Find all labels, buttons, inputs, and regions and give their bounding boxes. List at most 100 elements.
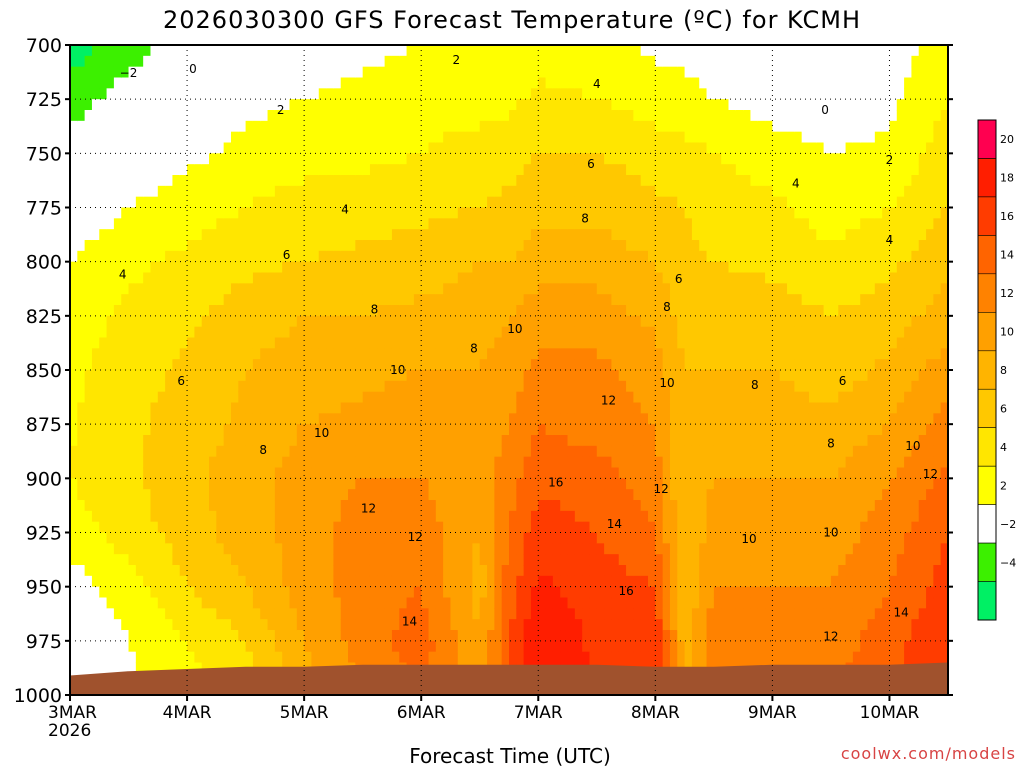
heatmap-cell	[560, 435, 569, 447]
heatmap-cell	[545, 359, 554, 371]
heatmap-cell	[487, 575, 495, 588]
heatmap-cell	[223, 164, 232, 176]
heatmap-cell	[435, 608, 444, 620]
heatmap-cell	[421, 586, 430, 599]
heatmap-cell	[450, 608, 459, 620]
heatmap-cell	[648, 207, 656, 219]
heatmap-cell	[479, 619, 488, 631]
heatmap-cell	[472, 489, 481, 501]
heatmap-cell	[611, 294, 620, 306]
heatmap-cell	[457, 175, 466, 187]
heatmap-cell	[135, 402, 144, 414]
heatmap-cell	[172, 326, 181, 339]
heatmap-cell	[435, 250, 444, 263]
heatmap-cell	[143, 402, 152, 414]
heatmap-cell	[472, 315, 481, 328]
heatmap-cell	[143, 640, 152, 653]
heatmap-cell	[530, 619, 539, 631]
heatmap-cell	[91, 640, 100, 653]
heatmap-cell	[669, 456, 678, 469]
heatmap-cell	[91, 402, 100, 414]
heatmap-cell	[143, 77, 152, 89]
heatmap-cell	[369, 153, 378, 165]
heatmap-cell	[384, 142, 393, 154]
heatmap-cell	[223, 99, 232, 111]
heatmap-cell	[391, 500, 400, 512]
heatmap-cell	[369, 131, 378, 144]
heatmap-cell	[582, 543, 591, 555]
heatmap-cell	[538, 131, 547, 144]
heatmap-cell	[179, 142, 188, 154]
heatmap-cell	[662, 521, 671, 534]
heatmap-cell	[589, 66, 598, 79]
heatmap-cell	[318, 131, 327, 144]
heatmap-cell	[238, 424, 247, 436]
heatmap-cell	[245, 543, 254, 555]
heatmap-cell	[238, 315, 247, 328]
heatmap-cell	[340, 272, 349, 284]
heatmap-cell	[201, 185, 210, 198]
heatmap-cell	[655, 120, 664, 133]
heatmap-cell	[465, 110, 474, 122]
heatmap-cell	[165, 164, 174, 176]
heatmap-cell	[428, 218, 437, 230]
heatmap-cell	[669, 510, 678, 523]
heatmap-cell	[567, 153, 576, 165]
heatmap-cell	[333, 218, 342, 230]
heatmap-cell	[604, 88, 613, 100]
heatmap-cell	[150, 131, 159, 144]
heatmap-cell	[304, 435, 313, 447]
heatmap-cell	[465, 608, 474, 620]
heatmap-cell	[523, 532, 532, 544]
heatmap-cell	[230, 337, 239, 349]
heatmap-cell	[311, 283, 320, 295]
heatmap-cell	[377, 77, 386, 89]
heatmap-cell	[428, 370, 437, 382]
heatmap-cell	[391, 272, 400, 284]
heatmap-cell	[333, 619, 342, 631]
heatmap-cell	[509, 391, 517, 404]
heatmap-cell	[340, 66, 349, 79]
heatmap-cell	[640, 586, 649, 599]
heatmap-cell	[194, 478, 203, 490]
heatmap-cell	[165, 218, 174, 230]
heatmap-cell	[457, 413, 466, 425]
heatmap-cell	[391, 196, 400, 209]
heatmap-cell	[70, 55, 78, 68]
heatmap-cell	[465, 445, 474, 458]
heatmap-cell	[428, 294, 437, 306]
heatmap-cell	[435, 88, 444, 100]
heatmap-cell	[472, 229, 481, 241]
heatmap-cell	[113, 153, 122, 165]
heatmap-cell	[589, 597, 598, 609]
heatmap-cell	[201, 391, 210, 404]
heatmap-cell	[450, 413, 459, 425]
heatmap-cell	[304, 326, 313, 339]
heatmap-cell	[216, 370, 225, 382]
heatmap-cell	[179, 77, 188, 89]
heatmap-cell	[165, 532, 174, 544]
heatmap-cell	[216, 294, 225, 306]
heatmap-cell	[538, 608, 547, 620]
heatmap-cell	[296, 142, 305, 154]
heatmap-cell	[165, 489, 174, 501]
heatmap-cell	[421, 575, 430, 588]
heatmap-cell	[172, 456, 181, 469]
heatmap-cell	[355, 55, 364, 68]
heatmap-cell	[209, 489, 217, 501]
heatmap-cell	[604, 445, 613, 458]
heatmap-cell	[355, 77, 364, 89]
heatmap-cell	[472, 630, 481, 642]
heatmap-cell	[216, 500, 225, 512]
heatmap-cell	[296, 467, 305, 479]
heatmap-cell	[333, 532, 342, 544]
heatmap-cell	[135, 45, 144, 57]
heatmap-cell	[121, 662, 130, 674]
heatmap-cell	[296, 478, 305, 490]
heatmap-cell	[487, 175, 495, 187]
heatmap-cell	[106, 326, 115, 339]
heatmap-cell	[399, 435, 408, 447]
heatmap-cell	[626, 272, 634, 284]
heatmap-cell	[582, 413, 591, 425]
heatmap-cell	[326, 478, 334, 490]
